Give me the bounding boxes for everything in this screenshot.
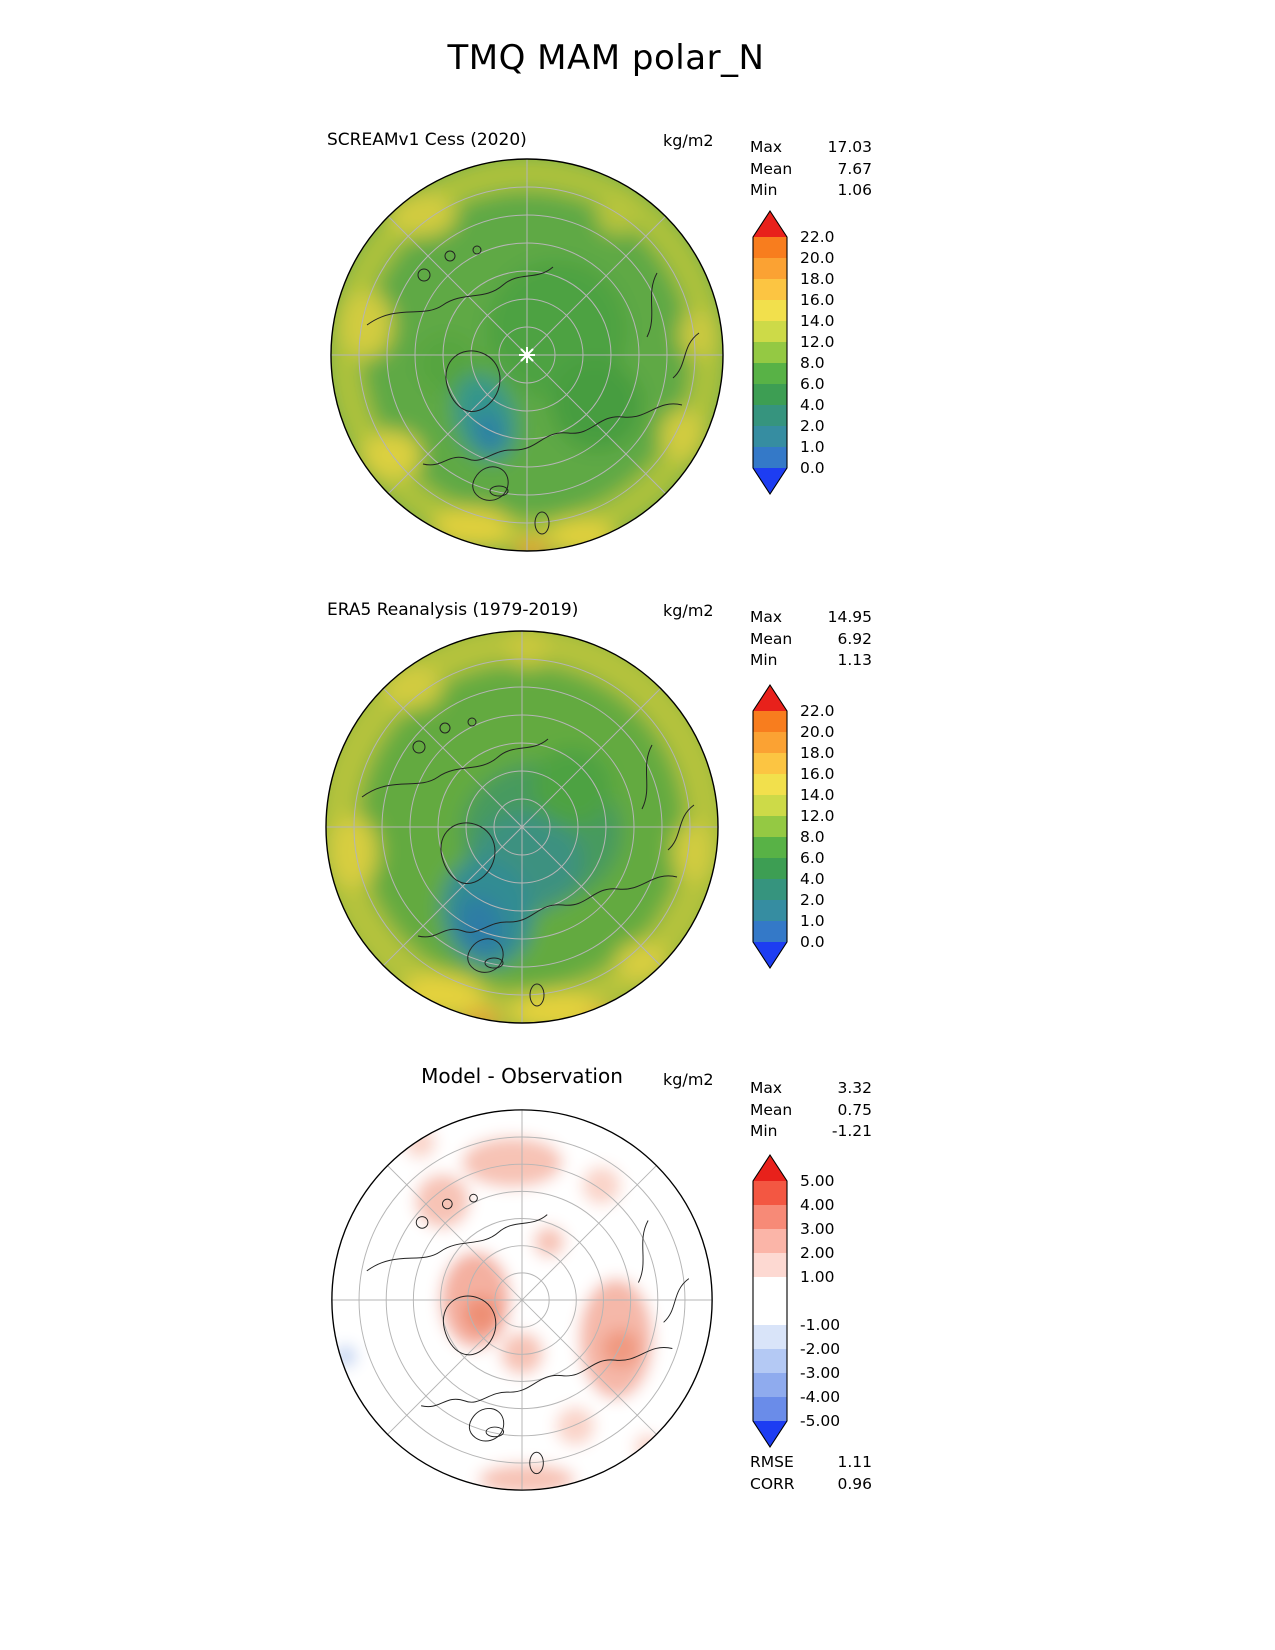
panel-obs-title: ERA5 Reanalysis (1979-2019) xyxy=(327,600,579,620)
stat-min: Min 1.06 xyxy=(750,180,872,202)
colorbar-tick: 18.0 xyxy=(800,744,835,762)
stat-value: 6.92 xyxy=(837,629,872,648)
metric-label: RMSE xyxy=(750,1453,794,1471)
stat-label: Min xyxy=(750,651,778,669)
stat-value: 1.13 xyxy=(837,651,872,669)
metric-label: CORR xyxy=(750,1474,795,1493)
stat-max: Max 3.32 xyxy=(750,1078,872,1100)
metric-value: 0.96 xyxy=(837,1474,872,1493)
stat-label: Mean xyxy=(750,1100,793,1119)
colorbar-tick: 3.00 xyxy=(800,1220,835,1238)
colorbar-bar xyxy=(752,683,788,970)
stat-label: Min xyxy=(750,181,778,199)
stat-min: Min -1.21 xyxy=(750,1121,872,1143)
metric-value: 1.11 xyxy=(837,1453,872,1471)
figure-title: TMQ MAM polar_N xyxy=(447,38,765,78)
colorbar-tick: 4.0 xyxy=(800,870,825,888)
colorbar-tick: 18.0 xyxy=(800,270,835,288)
stat-value: 14.95 xyxy=(827,608,872,626)
stat-value: -1.21 xyxy=(831,1122,872,1140)
stat-value: 0.75 xyxy=(837,1100,872,1119)
colorbar-tick: 16.0 xyxy=(800,291,835,309)
colorbar-tick: 6.0 xyxy=(800,849,825,867)
colorbar-tick: 0.0 xyxy=(800,459,825,477)
colorbar-tick: 0.0 xyxy=(800,933,825,951)
stat-value: 1.06 xyxy=(837,181,872,199)
pole-marker-icon xyxy=(519,347,535,363)
colorbar-tick: 1.00 xyxy=(800,1268,835,1286)
colorbar-tick: 4.0 xyxy=(800,396,825,414)
panel-model-units: kg/m2 xyxy=(663,131,714,150)
colorbar-tick: 16.0 xyxy=(800,765,835,783)
stat-label: Mean xyxy=(750,159,793,178)
colorbar-tick: 12.0 xyxy=(800,807,835,825)
stat-value: 3.32 xyxy=(837,1079,872,1097)
panel-diff-units: kg/m2 xyxy=(663,1070,714,1089)
model-map xyxy=(330,158,724,552)
panel-obs-stats: Max 14.95 Mean 6.92 Min 1.13 xyxy=(750,607,872,672)
colorbar-tick: -3.00 xyxy=(800,1364,841,1382)
stat-label: Min xyxy=(750,1122,778,1140)
colorbar-tick: -5.00 xyxy=(800,1412,841,1430)
panel-diff-title: Model - Observation xyxy=(421,1064,623,1088)
colorbar-tick: -1.00 xyxy=(800,1316,841,1334)
panel-model-title: SCREAMv1 Cess (2020) xyxy=(327,130,527,150)
colorbar-tick: 14.0 xyxy=(800,312,835,330)
stat-value: 7.67 xyxy=(837,159,872,178)
panel-obs-units: kg/m2 xyxy=(663,601,714,620)
stat-label: Max xyxy=(750,1079,783,1097)
colorbar-tick: 14.0 xyxy=(800,786,835,804)
diff-map xyxy=(331,1109,713,1491)
colorbar-tick: 8.0 xyxy=(800,354,825,372)
stat-mean: Mean 6.92 xyxy=(750,629,872,651)
stat-max: Max 14.95 xyxy=(750,607,872,629)
stat-label: Max xyxy=(750,138,783,156)
colorbar-tick: 22.0 xyxy=(800,702,835,720)
stat-label: Mean xyxy=(750,629,793,648)
colorbar-tick: 22.0 xyxy=(800,228,835,246)
colorbar-tick: 4.00 xyxy=(800,1196,835,1214)
obs-map xyxy=(325,630,719,1024)
colorbar-bar xyxy=(752,209,788,496)
colorbar-tick: 1.0 xyxy=(800,438,825,456)
stat-mean: Mean 0.75 xyxy=(750,1100,872,1122)
colorbar-tick: 1.0 xyxy=(800,912,825,930)
colorbar-tick: -2.00 xyxy=(800,1340,841,1358)
colorbar-tick: 20.0 xyxy=(800,249,835,267)
diff-metrics: RMSE 1.11 CORR 0.96 xyxy=(750,1452,872,1495)
stat-value: 17.03 xyxy=(827,138,872,156)
model-colorbar: 22.0 20.0 18.0 16.0 14.0 12.0 8.0 6.0 4.… xyxy=(750,209,858,501)
stat-label: Max xyxy=(750,608,783,626)
colorbar-tick: 5.00 xyxy=(800,1172,835,1190)
colorbar-tick: 12.0 xyxy=(800,333,835,351)
colorbar-bar xyxy=(752,1153,788,1449)
stat-mean: Mean 7.67 xyxy=(750,159,872,181)
obs-colorbar: 22.0 20.0 18.0 16.0 14.0 12.0 8.0 6.0 4.… xyxy=(750,683,858,975)
panel-diff-stats: Max 3.32 Mean 0.75 Min -1.21 xyxy=(750,1078,872,1143)
stat-max: Max 17.03 xyxy=(750,137,872,159)
colorbar-tick: 2.00 xyxy=(800,1244,835,1262)
metric-corr: CORR 0.96 xyxy=(750,1474,872,1496)
metric-rmse: RMSE 1.11 xyxy=(750,1452,872,1474)
colorbar-tick: 2.0 xyxy=(800,417,825,435)
diff-colorbar: 5.00 4.00 3.00 2.00 1.00 -1.00 -2.00 -3.… xyxy=(750,1153,858,1453)
colorbar-tick: 20.0 xyxy=(800,723,835,741)
stat-min: Min 1.13 xyxy=(750,650,872,672)
colorbar-tick: 2.0 xyxy=(800,891,825,909)
colorbar-tick: 6.0 xyxy=(800,375,825,393)
colorbar-tick: 8.0 xyxy=(800,828,825,846)
panel-model-stats: Max 17.03 Mean 7.67 Min 1.06 xyxy=(750,137,872,202)
colorbar-tick: -4.00 xyxy=(800,1388,841,1406)
